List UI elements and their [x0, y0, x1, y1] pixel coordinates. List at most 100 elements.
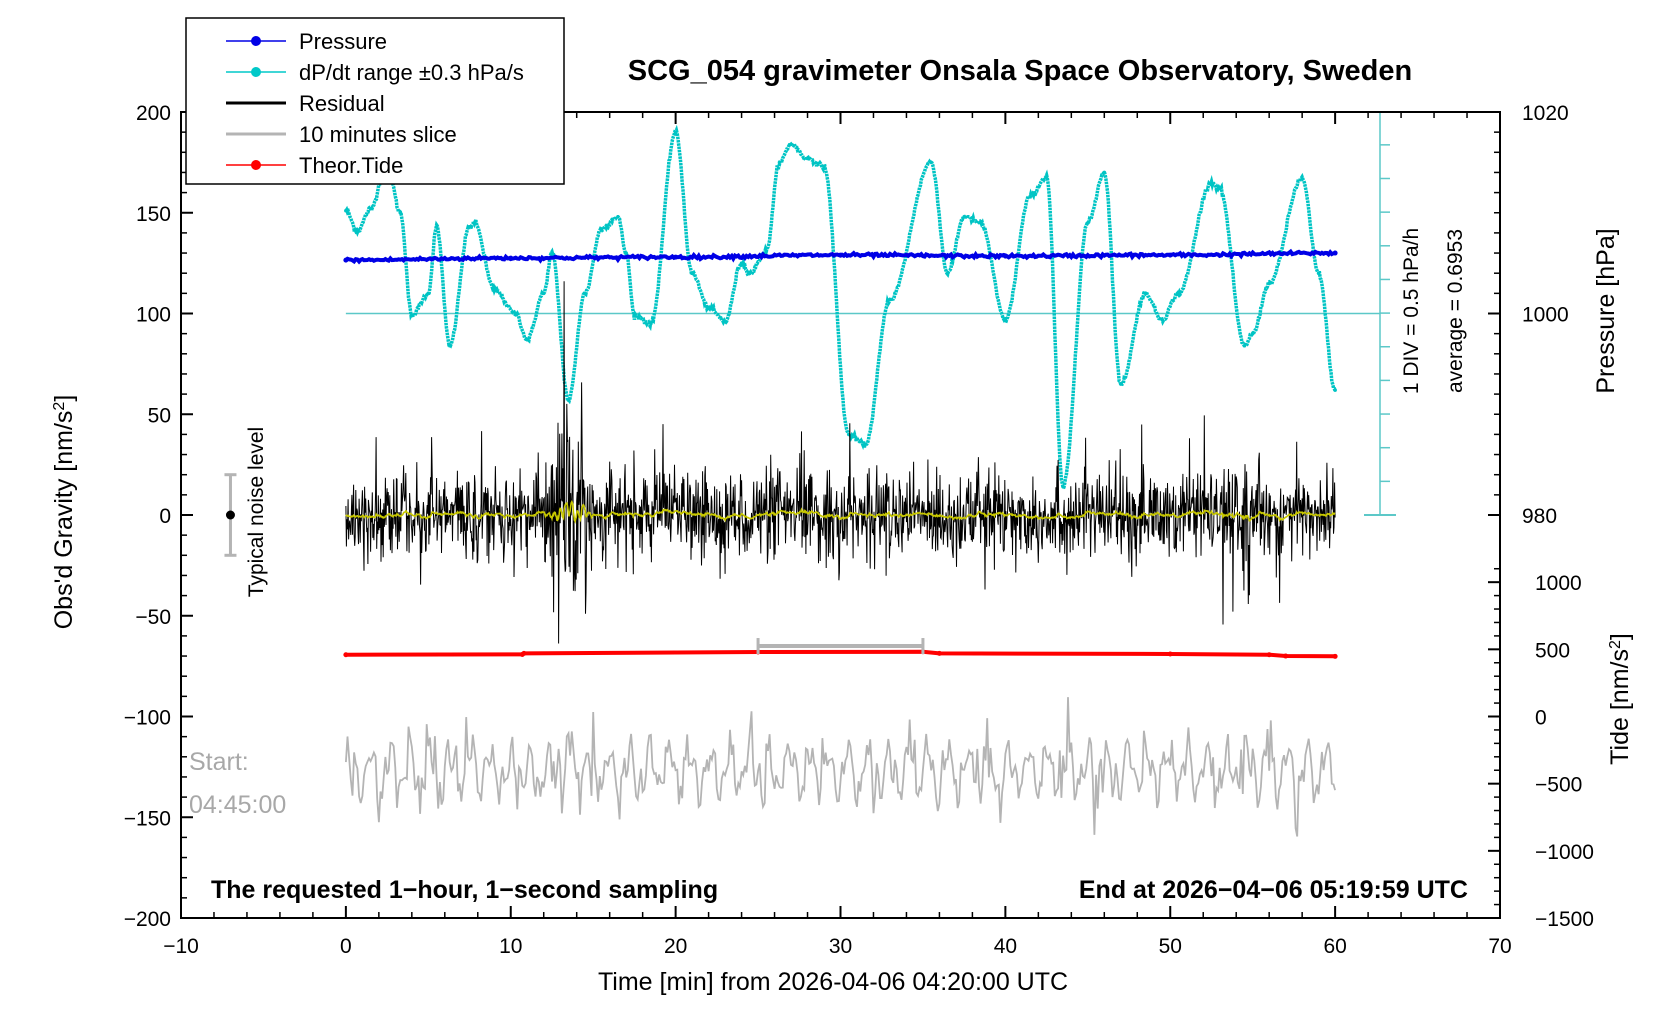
dpdt-point: [426, 291, 431, 296]
tide-point: [343, 652, 349, 658]
legend-marker-0: [251, 36, 261, 46]
tide-tick-label: 1000: [1535, 572, 1582, 595]
dpdt-point: [1316, 271, 1321, 276]
tide-point: [1266, 652, 1272, 658]
start-label: Start:: [189, 748, 249, 776]
dpdt-point: [624, 251, 628, 255]
legend-marker-4: [251, 160, 261, 170]
x-tick-label: 70: [1488, 935, 1511, 958]
dpdt-point: [805, 156, 810, 161]
dpdt-point: [434, 225, 439, 229]
dpdt-point: [764, 249, 769, 253]
dpdt-point: [410, 313, 414, 318]
dpdt-point: [1250, 331, 1255, 336]
dpdt-point: [566, 398, 571, 402]
x-tick-label: 30: [829, 935, 852, 958]
y-axis-title-left: Obs'd Gravity [nm/s2]: [50, 395, 78, 630]
y-tick-label: −150: [124, 807, 171, 830]
tide-tick-label: 500: [1535, 639, 1570, 662]
legend-marker-1: [251, 67, 261, 77]
dpdt-point: [723, 319, 727, 324]
residual-smoothed-line: [345, 500, 1336, 525]
dpdt-point: [632, 313, 637, 318]
dpdt-point: [1176, 291, 1181, 296]
chart-title: SCG_054 gravimeter Onsala Space Observat…: [628, 55, 1412, 87]
dpdt-point: [1028, 194, 1032, 199]
tide-point: [1283, 653, 1289, 659]
x-tick-label: −10: [163, 935, 199, 958]
dpdt-point: [673, 130, 678, 134]
dpdt-point: [472, 221, 477, 225]
y-tick-label: −100: [124, 707, 171, 730]
dpdt-point: [978, 221, 983, 225]
pressure-point: [343, 257, 349, 263]
pressure-point: [1332, 250, 1338, 256]
y-tick-label: 0: [159, 505, 171, 528]
dpdt-point: [1242, 343, 1247, 348]
legend-label-0: Pressure: [299, 29, 387, 54]
pressure-point: [673, 254, 679, 260]
legend-box: [185, 17, 565, 185]
dpdt-point: [888, 297, 892, 302]
tide-point: [936, 650, 942, 656]
dpdt-point: [525, 337, 530, 342]
dpdt-point: [1300, 176, 1304, 181]
dpdt-point: [513, 311, 518, 316]
legend-label-1: dP/dt range ±0.3 hPa/s: [299, 60, 524, 85]
pressure-point: [508, 255, 514, 261]
x-tick-label: 20: [664, 935, 687, 958]
dpdt-point: [1333, 388, 1337, 392]
dpdt-point: [1267, 281, 1271, 286]
pressure-point: [1002, 253, 1008, 259]
y-axis-title-tide: Tide [nm/s2]: [1606, 633, 1634, 765]
tide-point: [521, 650, 527, 656]
tide-point: [1332, 653, 1338, 659]
pressure-point: [838, 252, 843, 258]
dpdt-point: [1118, 382, 1123, 386]
y-tick-label: −50: [135, 606, 171, 629]
dpdt-point: [1061, 484, 1065, 489]
dpdt-point: [929, 160, 933, 165]
x-tick-label: 0: [340, 935, 352, 958]
legend-label-4: Theor.Tide: [299, 153, 403, 178]
dpdt-point: [1102, 170, 1107, 175]
y-tick-label: 50: [148, 404, 171, 427]
x-tick-label: 10: [499, 935, 522, 958]
tide-point: [1167, 651, 1173, 657]
dpdt-point: [1143, 291, 1148, 296]
dpdt-point: [1003, 317, 1008, 322]
start-time-label: 04:45:00: [189, 791, 286, 819]
y-tick-label: 200: [136, 102, 171, 125]
dpdt-point: [447, 343, 452, 348]
x-tick-label: 60: [1323, 935, 1346, 958]
slice-series-line: [345, 697, 1336, 837]
dpdt-point: [777, 160, 782, 165]
dpdt-scale-label: 1 DIV = 0.5 hPa/h: [1400, 228, 1423, 394]
dpdt-point: [690, 271, 694, 276]
dpdt-point: [739, 261, 744, 265]
x-tick-label: 50: [1159, 935, 1182, 958]
dpdt-point: [863, 442, 868, 447]
dpdt-point: [822, 164, 826, 169]
footer-left-note: The requested 1−hour, 1−second sampling: [211, 876, 718, 904]
legend-label-3: 10 minutes slice: [299, 122, 457, 147]
dpdt-point: [599, 227, 604, 231]
tide-tick-label: −1500: [1535, 908, 1594, 931]
dpdt-point: [1217, 186, 1222, 191]
pressure-tick-label: 980: [1522, 505, 1557, 528]
tide-tick-label: 0: [1535, 707, 1547, 730]
dpdt-point: [649, 321, 653, 326]
x-axis-title: Time [min] from 2026-04-06 04:20:00 UTC: [598, 968, 1068, 996]
y-tick-label: −200: [124, 908, 171, 931]
pressure-tick-label: 1020: [1522, 102, 1569, 125]
y-tick-label: 150: [136, 203, 171, 226]
dpdt-point: [344, 208, 348, 213]
dpdt-point: [945, 271, 950, 276]
dpdt-series-line: [344, 124, 1337, 491]
average-label: average = 0.6953: [1444, 229, 1467, 393]
tide-tick-label: −1000: [1535, 841, 1594, 864]
dpdt-point: [1044, 174, 1049, 179]
dpdt-point: [368, 206, 373, 211]
dpdt-point: [789, 142, 793, 147]
